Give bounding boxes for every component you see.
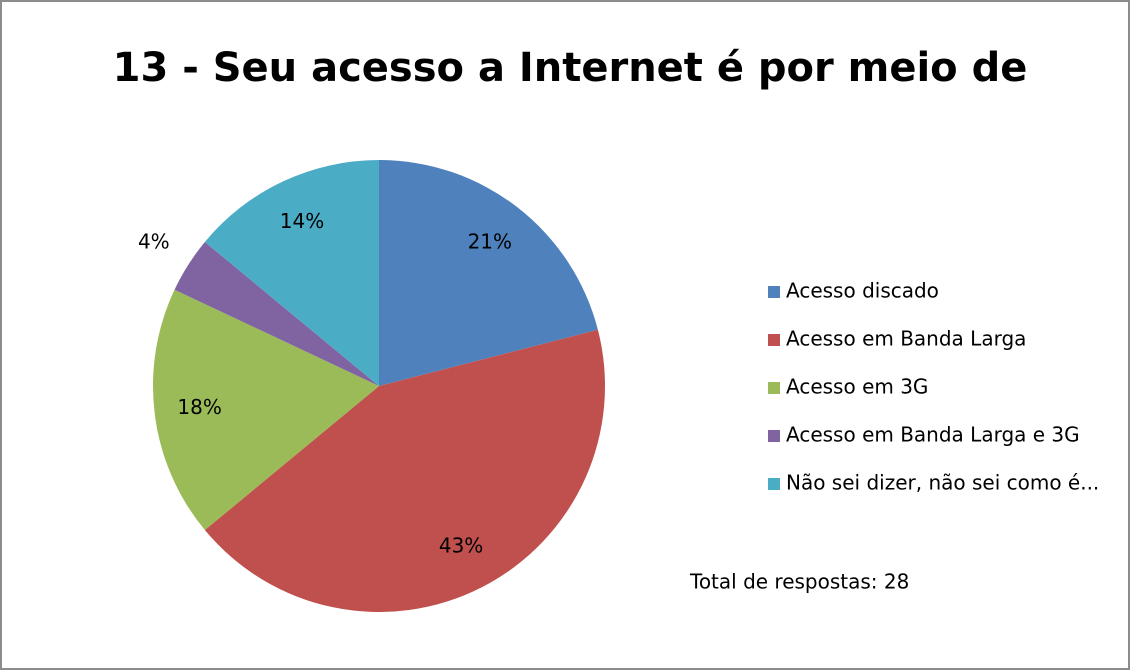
data-label: 14% xyxy=(280,209,324,233)
legend-label: Não sei dizer, não sei como é... xyxy=(786,471,1099,495)
data-label: 43% xyxy=(439,534,483,558)
legend-swatch xyxy=(768,430,780,442)
chart-title: 13 - Seu acesso a Internet é por meio de xyxy=(113,45,1028,91)
data-label: 18% xyxy=(177,395,221,419)
pie-slice xyxy=(174,241,379,386)
legend-swatch xyxy=(768,478,780,490)
legend-label: Acesso em 3G xyxy=(786,375,928,399)
legend-label: Acesso discado xyxy=(786,279,939,303)
legend-swatch xyxy=(768,286,780,298)
data-label: 4% xyxy=(138,230,170,254)
pie-slice xyxy=(379,160,598,386)
legend-label: Acesso em Banda Larga e 3G xyxy=(786,423,1080,447)
pie-slice xyxy=(204,329,605,612)
pie-slice xyxy=(204,160,379,386)
legend-swatch xyxy=(768,334,780,346)
legend-label: Acesso em Banda Larga xyxy=(786,327,1026,351)
pie-slice xyxy=(153,289,379,531)
annotation: Total de respostas: 28 xyxy=(689,570,909,594)
legend-swatch xyxy=(768,382,780,394)
data-label: 21% xyxy=(468,230,512,254)
